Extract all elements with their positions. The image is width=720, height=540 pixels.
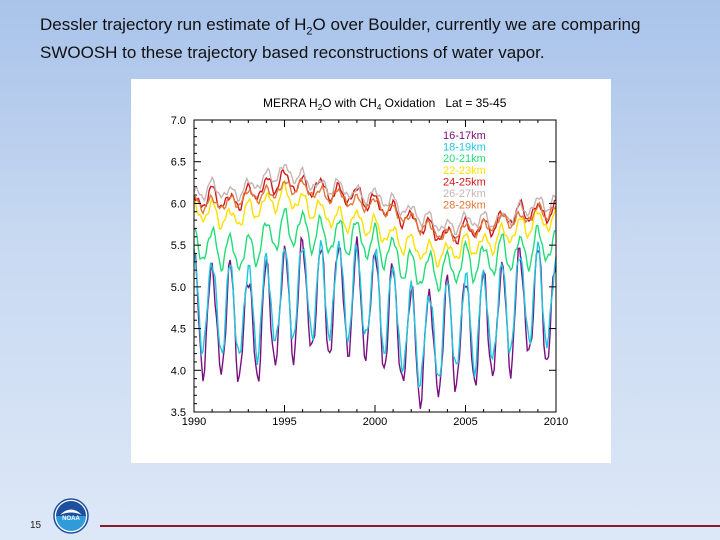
series-line-16-17km <box>193 235 557 409</box>
x-tick-label: 1990 <box>182 416 206 428</box>
slide-title-part1: Dessler trajectory run estimate of H <box>40 15 307 34</box>
water-vapor-chart: MERRA H2O with CH4 Oxidation Lat = 35-45… <box>171 96 569 428</box>
y-tick-label: 5.5 <box>171 240 186 252</box>
y-tick-label: 6.5 <box>171 157 186 169</box>
legend-item: 22-23km <box>443 165 486 177</box>
series-line-22-23km <box>193 179 557 268</box>
axes: 1990 1995 2000 2005 2010 3.5 4.0 4.5 5.0 5.5 6.0 6.… <box>171 115 569 428</box>
y-tick-label: 4.5 <box>171 324 186 336</box>
footer-rule <box>100 525 720 527</box>
page-number: 15 <box>30 520 42 531</box>
legend: 16-17km18-19km20-21km22-23km24-25km26-27… <box>443 130 486 212</box>
y-tick-label: 6.0 <box>171 198 186 210</box>
legend-item: 16-17km <box>443 130 486 142</box>
legend-item: 18-19km <box>443 142 486 154</box>
noaa-logo-icon: NOAA <box>53 498 89 534</box>
slide-title-part2: O over Boulder, currently we are compari… <box>40 15 641 63</box>
y-tick-label: 4.0 <box>171 365 186 377</box>
legend-item: 28-29km <box>443 200 486 212</box>
x-tick-label: 2005 <box>453 416 477 428</box>
x-tick-label: 1995 <box>272 416 296 428</box>
chart-title: MERRA H2O with CH4 Oxidation Lat = 35-45 <box>263 96 507 112</box>
y-tick-label: 5.0 <box>171 282 186 294</box>
series-line-28-29km <box>193 177 557 243</box>
legend-item: 24-25km <box>443 176 486 188</box>
svg-text:NOAA: NOAA <box>62 516 80 522</box>
y-tick-label: 7.0 <box>171 115 186 127</box>
series-line-18-19km <box>193 240 557 389</box>
series-lines <box>193 163 557 409</box>
slide-title: Dessler trajectory run estimate of H2O o… <box>40 14 700 64</box>
y-tick-label: 3.5 <box>171 407 186 419</box>
slide-title-subscript: 2 <box>306 25 313 38</box>
x-tick-label: 2010 <box>544 416 568 428</box>
x-tick-label: 2000 <box>363 416 387 428</box>
chart-panel: MERRA H2O with CH4 Oxidation Lat = 35-45… <box>131 79 611 463</box>
legend-item: 20-21km <box>443 153 486 165</box>
series-line-20-21km <box>193 207 556 293</box>
legend-item: 26-27km <box>443 188 486 200</box>
